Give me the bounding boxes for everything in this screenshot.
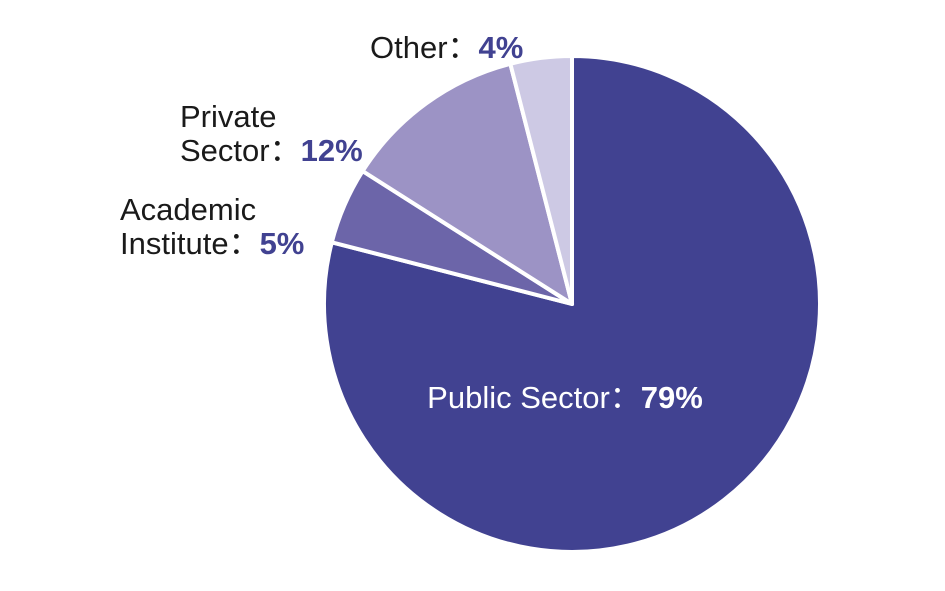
- slice-value-label: 5%: [260, 226, 305, 261]
- slice-label-separator: ：: [270, 133, 301, 168]
- slice-label-name-line: Sector：12%: [180, 133, 363, 168]
- slice-label-separator: ：: [448, 30, 479, 65]
- slice-label-other: Other：4%: [370, 30, 523, 65]
- slice-name-text: Private: [180, 99, 276, 134]
- slice-label-separator: ：: [229, 226, 260, 261]
- slice-label-name-line: Public Sector：79%: [427, 380, 703, 415]
- slice-name-text: Institute: [120, 226, 229, 261]
- slice-label-name-line: Institute：5%: [120, 226, 304, 261]
- slice-label-name-line: Academic: [120, 192, 256, 227]
- slice-value-label: 4%: [479, 30, 524, 65]
- slice-label-name-line: Other：4%: [370, 30, 523, 65]
- slices-layer: [322, 54, 822, 554]
- slice-value-label: 12%: [301, 133, 363, 168]
- pie-slice-private-sector: [360, 61, 574, 306]
- slice-label-public-sector: Public Sector：79%: [427, 380, 703, 415]
- slice-label-name-line: Private: [180, 99, 276, 134]
- pie-slice-public-sector: [322, 54, 822, 554]
- slice-name-text: Academic: [120, 192, 256, 227]
- slice-name-text: Other: [370, 30, 448, 65]
- slice-label-separator: ：: [610, 380, 641, 415]
- slice-value-label: 79%: [641, 380, 703, 415]
- slice-name-text: Public Sector: [427, 380, 610, 415]
- pie-slice-other: [508, 54, 574, 306]
- slice-name-text: Sector: [180, 133, 270, 168]
- labels-layer: Public Sector：79%AcademicInstitute：5%Pri…: [120, 30, 703, 415]
